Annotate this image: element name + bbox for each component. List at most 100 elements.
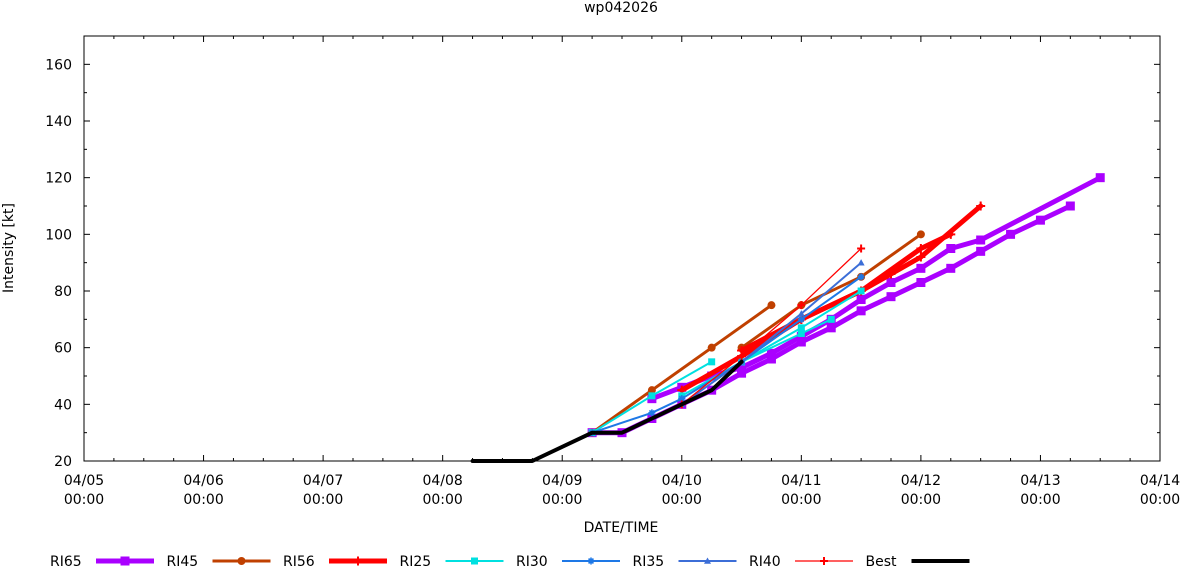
series-line-ri35 [680,261,863,406]
x-tick-date: 04/10 [662,473,702,489]
legend-item-ri56: RI56 [283,554,387,567]
data-point-ri25 [797,330,805,337]
series-ri30 [588,273,865,437]
data-point-ri65 [916,278,926,287]
x-tick-time: 00:00 [1020,492,1060,508]
x-tick-date: 04/07 [303,473,343,489]
series-ri65 [587,173,1105,438]
data-point-ri65 [766,354,776,364]
data-point-ri56 [976,201,986,211]
chart-title: wp042026 [584,0,658,16]
data-point-ri25 [648,392,656,400]
y-axis-label: Intensity [kt] [1,203,17,293]
data-point-ri45 [707,343,716,352]
y-tick-label: 140 [45,114,72,130]
data-point-ri35 [797,310,805,317]
data-point-ri65 [1006,229,1016,239]
data-point-ri40 [857,244,866,253]
x-tick-time: 00:00 [183,492,223,508]
legend-label-best: Best [866,554,898,567]
legend-label-ri40: RI40 [749,554,781,567]
data-point-ri65 [737,363,747,372]
data-point-ri30 [678,395,686,403]
data-point-ri65 [1035,215,1045,225]
x-tick-date: 04/08 [422,473,462,489]
x-tick-time: 00:00 [422,492,462,508]
data-point-ri56 [916,244,926,253]
data-point-ri65 [886,292,896,302]
data-point-ri65 [796,337,806,347]
x-tick-time: 00:00 [781,492,821,508]
data-point-ri40 [797,301,806,310]
legend-item-best: Best [866,554,970,567]
series-line-ri45 [590,303,773,435]
data-point-ri65 [766,348,776,358]
y-tick-label: 120 [45,171,72,187]
data-point-ri65 [1095,173,1105,183]
y-tick-label: 60 [54,341,72,357]
data-point-ri65 [826,323,836,333]
x-tick-date: 04/06 [183,473,223,489]
x-tick-date: 04/11 [781,473,821,489]
legend-label-ri56: RI56 [283,554,315,567]
x-tick-time: 00:00 [662,492,702,508]
legend: RI65 RI45 RI56 RI25 RI30 RI35 RI40 Best [50,554,970,567]
x-tick-date: 04/12 [901,473,941,489]
series-line-best [470,359,744,463]
plot-frame [83,35,1161,462]
series-line-ri65 [649,175,1103,402]
data-point-ri45 [647,386,656,395]
data-point-ri25 [827,315,835,323]
series-layer [470,173,1105,463]
data-point-ri65 [856,306,866,316]
data-point-ri30 [857,273,865,281]
legend-label-ri35: RI35 [633,554,665,567]
data-point-ri56 [916,252,926,262]
x-tick-time: 00:00 [303,492,343,508]
x-axis-label: DATE/TIME [584,520,659,536]
y-tick-label: 20 [54,454,72,470]
axis-ticks: 20 40 60 80 100 120 140 160 04/05 00:00 04/06 00:00… [45,36,1180,508]
series-line-ri56 [739,203,984,353]
legend-marker-ri45 [237,557,246,565]
data-point-ri25 [708,358,716,366]
series-line-ri45 [740,232,923,350]
data-point-ri65 [946,263,956,273]
legend-label-ri30: RI30 [516,554,548,567]
legend-marker-ri25 [471,557,478,565]
legend-label-ri25: RI25 [400,554,432,567]
series-line-ri30 [591,275,863,434]
legend-item-ri45: RI45 [167,554,271,567]
data-point-ri45 [767,301,776,310]
y-tick-label: 100 [45,227,72,243]
x-tick-time: 00:00 [542,492,582,508]
data-point-ri35 [857,259,865,266]
series-line-ri40 [681,247,862,405]
data-point-ri65 [1065,201,1075,211]
data-point-ri65 [976,246,986,256]
legend-item-ri35: RI35 [633,554,737,567]
x-tick-time: 00:00 [64,492,104,508]
data-point-ri45 [916,230,925,239]
legend-item-ri30: RI30 [516,554,620,567]
data-point-ri30 [648,409,656,417]
y-tick-label: 80 [54,284,72,300]
x-tick-date: 04/05 [64,473,104,489]
y-tick-label: 40 [54,397,72,413]
series-best [470,359,744,463]
data-point-ri65 [916,263,926,273]
legend-marker-ri56 [353,556,363,566]
y-tick-label: 160 [45,57,72,73]
data-point-ri65 [946,244,956,253]
x-tick-date: 04/14 [1140,473,1180,489]
data-point-ri56 [886,269,896,279]
legend-item-ri65: RI65 [50,554,154,567]
legend-item-ri25: RI25 [400,554,504,567]
data-point-ri25 [797,324,805,332]
series-line-ri25 [680,318,833,397]
legend-marker-ri65 [120,556,130,566]
data-point-ri30 [797,315,805,323]
legend-label-ri65: RI65 [50,554,82,567]
legend-label-ri45: RI45 [167,554,199,567]
